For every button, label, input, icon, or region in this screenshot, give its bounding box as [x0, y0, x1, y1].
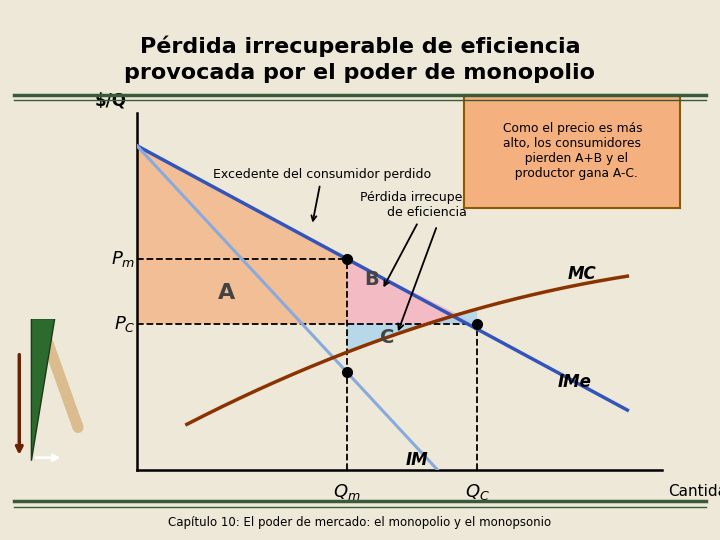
Text: C: C	[380, 328, 395, 347]
Text: Capítulo 10: El poder de mercado: el monopolio y el monopsonio: Capítulo 10: El poder de mercado: el mon…	[168, 516, 552, 529]
Text: IMe: IMe	[557, 373, 591, 390]
Text: provocada por el poder de monopolio: provocada por el poder de monopolio	[125, 63, 595, 83]
Text: Como el precio es más
alto, los consumidores
  pierden A+B y el
  productor gana: Como el precio es más alto, los consumid…	[503, 122, 642, 180]
Text: Excedente del consumidor perdido: Excedente del consumidor perdido	[213, 168, 431, 221]
Text: IM: IM	[406, 451, 428, 469]
Polygon shape	[32, 319, 55, 461]
Text: B: B	[365, 270, 379, 289]
Text: MC: MC	[567, 265, 596, 282]
Text: $Q_m$: $Q_m$	[333, 482, 361, 502]
Polygon shape	[347, 259, 477, 324]
Text: $Q_C$: $Q_C$	[464, 482, 490, 502]
Text: A: A	[218, 284, 235, 303]
Text: Pérdida irrecuperable
de eficiencia: Pérdida irrecuperable de eficiencia	[360, 191, 495, 286]
Text: Pérdida irrecuperable de eficiencia: Pérdida irrecuperable de eficiencia	[140, 35, 580, 57]
Text: Cantidad: Cantidad	[667, 484, 720, 499]
Text: $P_m$: $P_m$	[111, 249, 135, 269]
Text: $P_C$: $P_C$	[114, 314, 135, 334]
Polygon shape	[137, 146, 347, 324]
Text: $/Q: $/Q	[95, 92, 127, 110]
Polygon shape	[347, 309, 477, 352]
